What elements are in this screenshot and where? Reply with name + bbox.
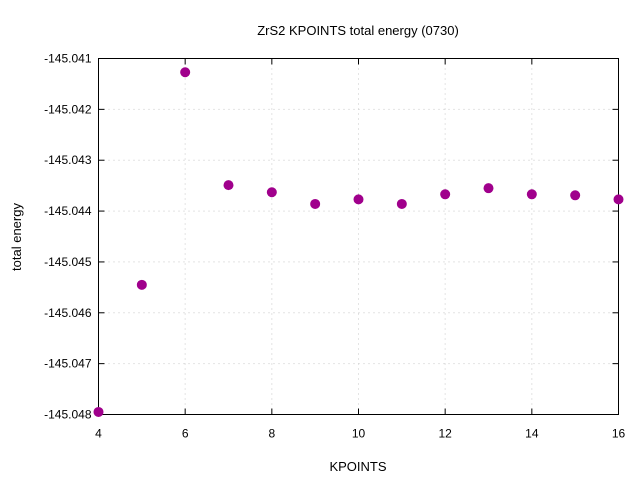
chart-title: ZrS2 KPOINTS total energy (0730): [257, 23, 459, 38]
data-point: [526, 189, 537, 200]
y-tick-label: -145.042: [44, 102, 92, 116]
data-point: [266, 187, 277, 198]
y-tick-label: -145.045: [44, 255, 92, 269]
data-point: [483, 183, 494, 194]
grid: [98, 58, 619, 415]
data-point: [310, 198, 321, 209]
data-point: [180, 67, 191, 78]
y-tick-label: -145.048: [44, 408, 92, 422]
x-axis-label: KPOINTS: [329, 459, 386, 474]
data-point: [396, 198, 407, 209]
y-axis-label: total energy: [9, 203, 24, 271]
y-tick-label: -145.046: [44, 306, 92, 320]
y-tick-label: -145.043: [44, 153, 92, 167]
x-tick-label: 16: [612, 427, 626, 441]
data-point: [613, 194, 624, 205]
data-point: [353, 194, 364, 205]
data-point: [136, 279, 147, 290]
x-tick-label: 6: [182, 427, 189, 441]
x-tick-label: 4: [95, 427, 102, 441]
x-tick-label: 12: [438, 427, 452, 441]
data-point: [93, 406, 104, 417]
data-point: [440, 189, 451, 200]
data-points: [93, 67, 624, 417]
x-tick-label: 8: [268, 427, 275, 441]
plot-frame: [98, 58, 619, 415]
y-tick-label: -145.044: [44, 204, 92, 218]
axis-ticks: 4 6 8 10 12 14 16 -145.041 -145.042 -145.043 -145.…: [44, 52, 625, 441]
data-point: [223, 180, 234, 191]
x-tick-label: 10: [352, 427, 366, 441]
x-tick-label: 14: [525, 427, 539, 441]
y-tick-label: -145.047: [44, 357, 92, 371]
y-tick-label: -145.041: [44, 52, 92, 66]
data-point: [570, 190, 581, 201]
